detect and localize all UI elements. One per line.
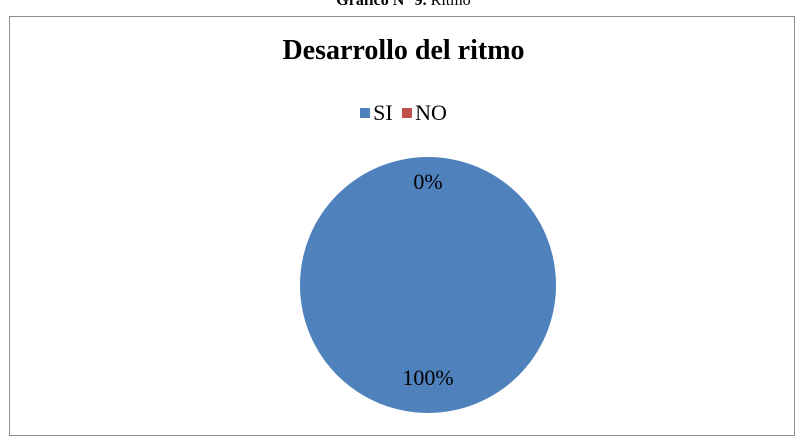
chart-title: Desarrollo del ritmo xyxy=(282,35,525,66)
legend-label-no: NO xyxy=(415,100,447,125)
pie-slice-si xyxy=(300,157,556,413)
chart-legend: SI NO xyxy=(0,100,807,126)
pie-chart: 100% 0% xyxy=(300,157,556,413)
figure-caption: Gráfico N° 9. Ritmo xyxy=(0,0,807,11)
legend-swatch-no xyxy=(402,108,413,118)
legend-label-si: SI xyxy=(373,100,393,125)
data-label-si: 100% xyxy=(402,365,453,390)
legend-swatch-si xyxy=(360,108,371,118)
legend-item-si: SI xyxy=(360,100,393,126)
data-label-no: 0% xyxy=(413,169,442,194)
figure-caption-number: Gráfico N° 9. xyxy=(336,0,427,9)
legend-item-no: NO xyxy=(402,100,447,126)
figure-caption-text: Ritmo xyxy=(426,0,471,9)
